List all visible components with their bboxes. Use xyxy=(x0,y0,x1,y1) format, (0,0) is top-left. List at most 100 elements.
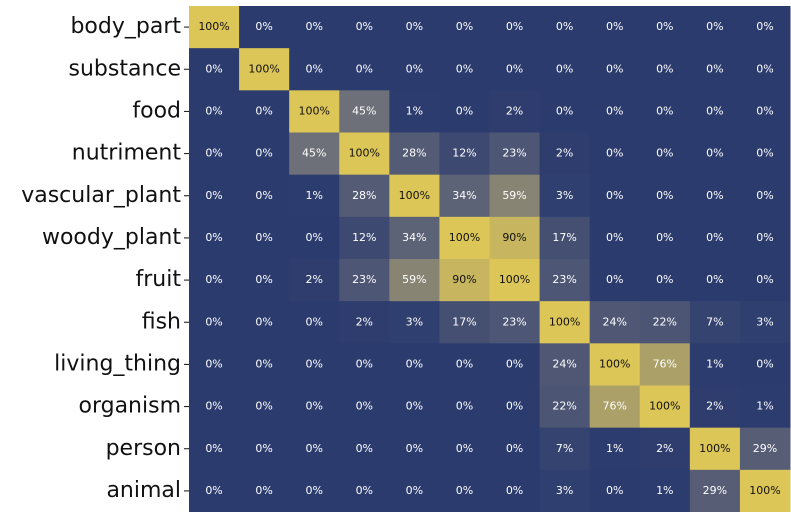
cell-label: 0% xyxy=(305,442,322,455)
cell xyxy=(489,385,541,429)
cell-label: 0% xyxy=(406,400,423,413)
cell xyxy=(289,343,340,386)
cell-label: 7% xyxy=(706,315,723,328)
cell-label: 23% xyxy=(502,147,526,160)
cell xyxy=(639,6,691,49)
cell xyxy=(189,385,240,429)
cell-label: 0% xyxy=(706,62,723,75)
cell-label: 3% xyxy=(556,189,573,202)
cell xyxy=(489,48,541,91)
cell xyxy=(439,385,490,429)
cell-label: 0% xyxy=(205,442,222,455)
cell xyxy=(689,174,741,218)
cell xyxy=(239,385,290,429)
cell-label: 0% xyxy=(456,20,473,33)
cell xyxy=(589,427,641,471)
cell xyxy=(739,469,791,512)
cell xyxy=(739,259,791,302)
cell-label: 34% xyxy=(402,231,426,244)
cell xyxy=(739,90,791,133)
cell xyxy=(539,132,591,176)
cell-label: 0% xyxy=(205,147,222,160)
cell xyxy=(439,427,490,471)
cell-label: 0% xyxy=(756,231,773,244)
cell-label: 0% xyxy=(205,189,222,202)
cell xyxy=(589,90,641,133)
cell-label: 0% xyxy=(205,357,222,370)
cell-label: 24% xyxy=(552,357,576,370)
cell xyxy=(689,132,741,176)
cell-label: 100% xyxy=(499,273,530,286)
cell xyxy=(489,469,541,512)
cell xyxy=(189,174,240,218)
cell-label: 22% xyxy=(552,400,576,413)
cell xyxy=(589,343,641,386)
cell-label: 100% xyxy=(549,315,580,328)
cell xyxy=(739,6,791,49)
cell-label: 0% xyxy=(205,400,222,413)
cell-label: 17% xyxy=(452,315,476,328)
cell-label: 0% xyxy=(255,104,272,117)
cell-label: 0% xyxy=(255,189,272,202)
cell xyxy=(689,6,741,49)
cell xyxy=(589,132,641,176)
cell xyxy=(339,469,390,512)
cell xyxy=(189,427,240,471)
cell xyxy=(189,90,240,133)
cell-label: 76% xyxy=(653,357,677,370)
cell-label: 0% xyxy=(456,104,473,117)
cell-label: 0% xyxy=(756,147,773,160)
cell xyxy=(189,6,240,49)
cell-label: 0% xyxy=(255,484,272,497)
cell-label: 0% xyxy=(356,357,373,370)
cell-label: 2% xyxy=(706,400,723,413)
cell xyxy=(189,48,240,91)
cell xyxy=(389,6,440,49)
cell xyxy=(489,6,541,49)
cell xyxy=(339,174,390,218)
cell xyxy=(289,90,340,133)
cell xyxy=(639,427,691,471)
cell xyxy=(339,6,390,49)
cell xyxy=(339,48,390,91)
cell xyxy=(289,132,340,176)
cell xyxy=(389,174,440,218)
cell-label: 0% xyxy=(356,20,373,33)
cell-label: 0% xyxy=(656,20,673,33)
cell-label: 1% xyxy=(305,189,322,202)
cell-label: 3% xyxy=(756,315,773,328)
cell-label: 1% xyxy=(606,442,623,455)
cell-label: 0% xyxy=(756,20,773,33)
cell-label: 0% xyxy=(406,62,423,75)
cell-label: 1% xyxy=(656,484,673,497)
cell-label: 0% xyxy=(756,357,773,370)
cell xyxy=(439,6,490,49)
cell xyxy=(439,301,490,344)
cell xyxy=(339,90,390,133)
cell-label: 0% xyxy=(706,189,723,202)
cell-label: 100% xyxy=(198,20,229,33)
cell xyxy=(189,301,240,344)
cell-label: 34% xyxy=(452,189,476,202)
cell xyxy=(639,48,691,91)
cell xyxy=(639,174,691,218)
cell xyxy=(539,6,591,49)
row-label: fish xyxy=(142,309,181,334)
cell-label: 0% xyxy=(205,273,222,286)
cell-label: 0% xyxy=(255,273,272,286)
cell-label: 0% xyxy=(506,442,523,455)
cell xyxy=(639,301,691,344)
row-label: substance xyxy=(68,56,181,81)
cell xyxy=(689,259,741,302)
cell-label: 0% xyxy=(506,20,523,33)
cell-label: 0% xyxy=(305,315,322,328)
cell-label: 23% xyxy=(502,315,526,328)
cell xyxy=(239,259,290,302)
cell xyxy=(539,216,591,260)
cell xyxy=(589,48,641,91)
cell-label: 100% xyxy=(349,147,380,160)
cell-label: 0% xyxy=(356,484,373,497)
cell xyxy=(289,174,340,218)
cell xyxy=(589,301,641,344)
row-label: nutriment xyxy=(72,141,182,166)
